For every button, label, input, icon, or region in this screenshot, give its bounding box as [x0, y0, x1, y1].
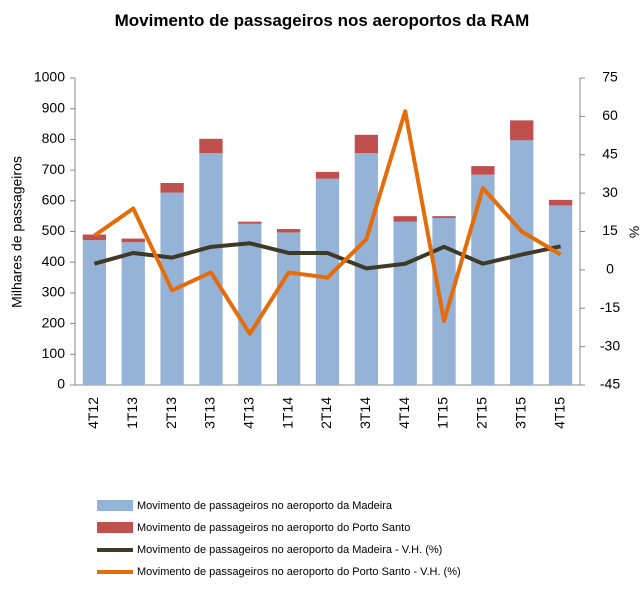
legend-swatch [97, 500, 133, 511]
bar [82, 240, 107, 385]
y-tick-label: 0 [57, 376, 65, 392]
bar [238, 221, 262, 224]
y-tick-label: 800 [42, 130, 66, 146]
bar [548, 205, 573, 385]
legend-label: Movimento de passageiros no aeroporto da… [137, 544, 442, 556]
line [93, 241, 561, 271]
bar [393, 221, 417, 385]
y2-tick-label: -30 [600, 337, 620, 353]
y-tick-label: 1000 [34, 69, 65, 85]
y2-tick-label: 75 [602, 69, 618, 85]
chart-title: Movimento de passageiros nos aeroportos … [114, 11, 530, 30]
bar [277, 229, 301, 233]
y-tick-label: 900 [42, 99, 66, 115]
bar [277, 232, 301, 385]
bar [393, 216, 417, 222]
x-tick-label: 2T14 [318, 397, 334, 429]
bar [471, 166, 495, 175]
x-tick-label: 4T12 [85, 397, 101, 429]
y2-tick-label: 60 [602, 107, 618, 123]
bar [510, 120, 534, 141]
x-tick-label: 2T15 [474, 397, 490, 429]
x-tick-label: 2T13 [163, 397, 179, 429]
line [93, 109, 562, 336]
bar [432, 216, 456, 218]
x-tick-label: 1T14 [279, 397, 295, 429]
bar [82, 234, 107, 241]
x-tick-label: 1T15 [435, 397, 451, 429]
y2-tick-label: 30 [602, 184, 618, 200]
bar [548, 199, 573, 206]
x-tick-label: 1T13 [124, 397, 140, 429]
bar [471, 174, 495, 385]
y-tick-label: 100 [42, 345, 66, 361]
x-tick-label: 3T14 [357, 397, 373, 429]
bar [199, 138, 223, 154]
legend-swatch [97, 522, 133, 533]
bar [238, 223, 262, 385]
y2-tick-label: 0 [606, 261, 614, 277]
y2-tick-label: 45 [602, 145, 618, 161]
bar [121, 242, 145, 385]
x-tick-label: 4T13 [241, 397, 257, 429]
y-tick-label: 500 [42, 222, 66, 238]
y-tick-label: 200 [42, 314, 66, 330]
bar [199, 153, 223, 385]
bar [432, 217, 456, 385]
y-tick-label: 300 [42, 284, 66, 300]
y-tick-label: 700 [42, 161, 66, 177]
bar [510, 140, 534, 385]
y-tick-label: 400 [42, 253, 66, 269]
legend-label: Movimento de passageiros no aeroporto do… [137, 522, 410, 534]
y2-tick-label: -15 [600, 299, 620, 315]
bar [160, 182, 184, 193]
bar [354, 134, 378, 154]
bar [315, 178, 340, 385]
bar [315, 171, 340, 179]
x-tick-label: 4T15 [551, 397, 567, 429]
legend-label: Movimento de passageiros no aeroporto do… [137, 566, 461, 578]
y-axis-label: Milhares de passageiros [9, 156, 25, 308]
bar [121, 238, 145, 243]
y2-tick-label: 15 [602, 222, 618, 238]
y2-axis-label: % [626, 226, 642, 238]
x-tick-label: 3T13 [202, 397, 218, 429]
y2-tick-label: -45 [600, 376, 620, 392]
x-tick-label: 3T15 [512, 397, 528, 429]
y-tick-label: 600 [42, 192, 66, 208]
legend-label: Movimento de passageiros no aeroporto da… [137, 500, 393, 512]
x-tick-label: 4T14 [396, 397, 412, 429]
